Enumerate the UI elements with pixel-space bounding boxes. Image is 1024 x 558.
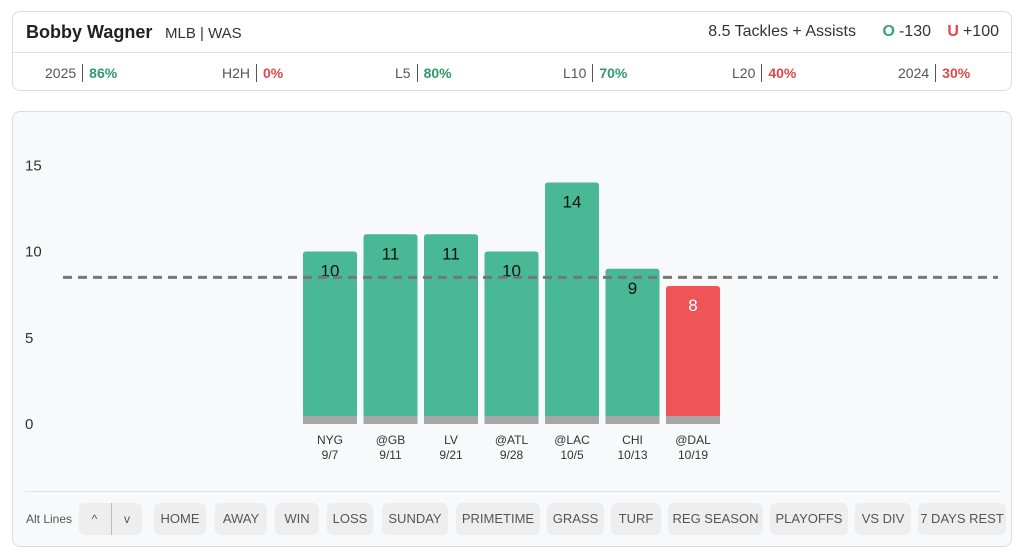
hit-rate-label: 2024 [898, 65, 930, 81]
alt-lines-stepper: ^ v [79, 503, 142, 535]
filter-chip-win[interactable]: WIN [275, 503, 319, 535]
x-tick-date: 10/5 [560, 448, 584, 462]
game-bar[interactable] [424, 234, 478, 424]
chevron-up-icon: ^ [91, 512, 98, 526]
filter-divider [25, 491, 1000, 492]
player-position-team: MLB | WAS [165, 25, 242, 42]
game-bar[interactable] [303, 251, 357, 425]
bar-value-label: 14 [563, 193, 582, 212]
bar-base [303, 416, 357, 424]
under-odds: +100 [962, 23, 999, 40]
bar-value-label: 8 [688, 296, 697, 315]
hit-rate-value: 70% [599, 65, 628, 81]
alt-line-up-button[interactable]: ^ [79, 503, 110, 535]
hit-rate-2024[interactable]: 2024 30% [898, 64, 970, 82]
prop-line: 8.5 Tackles + Assists [708, 23, 856, 40]
filter-chip-loss[interactable]: LOSS [327, 503, 373, 535]
filter-chip-vs-div[interactable]: VS DIV [855, 503, 911, 535]
hit-rate-row: 2025 86% H2H 0% L5 80% L10 70% L20 40% 2024 30… [13, 53, 1011, 92]
x-tick-opponent: @DAL [675, 433, 711, 447]
bar-value-label: 9 [628, 279, 637, 298]
hit-rate-l20[interactable]: L20 40% [732, 64, 796, 82]
bar-base [545, 416, 599, 424]
y-tick-label: 10 [25, 244, 42, 261]
over-odds: -130 [898, 23, 931, 40]
player-name: Bobby Wagner [26, 22, 153, 42]
hit-rate-h2h[interactable]: H2H 0% [222, 64, 283, 82]
filter-chip-7-days-rest[interactable]: 7 DAYS REST [918, 503, 1006, 535]
alt-line-down-button[interactable]: v [111, 503, 142, 535]
hit-rate-label: H2H [222, 65, 251, 81]
x-tick-opponent: LV [444, 433, 458, 447]
x-tick-opponent: CHI [622, 433, 643, 447]
bar-value-label: 10 [502, 262, 521, 281]
hit-rate-l10[interactable]: L10 70% [563, 64, 627, 82]
filter-chip-sunday[interactable]: SUNDAY [382, 503, 448, 535]
hit-rate-label: 2025 [45, 65, 77, 81]
hit-rate-value: 0% [263, 65, 284, 81]
under-odds-button[interactable]: U +100 [947, 23, 999, 41]
filter-chip-turf[interactable]: TURF [611, 503, 661, 535]
bar-base [605, 416, 660, 424]
filter-chip-away[interactable]: AWAY [215, 503, 267, 535]
game-bar[interactable] [363, 234, 418, 424]
bar-value-label: 11 [382, 244, 400, 263]
header-top-row: Bobby Wagner MLB | WAS 8.5 Tackles + Ass… [13, 12, 1011, 53]
filter-chip-playoffs[interactable]: PLAYOFFS [770, 503, 848, 535]
bar-base [666, 416, 720, 424]
hit-rate-value: 40% [768, 65, 797, 81]
hit-rate-2025[interactable]: 2025 86% [45, 64, 117, 82]
filter-chip-reg-season[interactable]: REG SEASON [668, 503, 763, 535]
x-tick-opponent: NYG [317, 433, 343, 447]
hit-rate-value: 80% [423, 65, 452, 81]
alt-lines-label: Alt Lines [26, 512, 73, 526]
hit-rate-label: L10 [563, 65, 587, 81]
over-letter: O [882, 23, 895, 40]
y-tick-label: 0 [25, 416, 33, 433]
x-tick-opponent: @LAC [554, 433, 590, 447]
game-bar[interactable] [545, 182, 599, 425]
y-tick-label: 15 [25, 157, 42, 174]
under-letter: U [947, 23, 959, 40]
over-odds-button[interactable]: O -130 [883, 23, 931, 41]
hit-rate-label: L5 [395, 65, 411, 81]
game-log-chart-card: 0 5 10 15 10 NYG 9/7 11 @GB 9/11 11 LV 9/21 10 @ATL 9/2… [12, 111, 1012, 547]
player-prop-header: Bobby Wagner MLB | WAS 8.5 Tackles + Ass… [12, 11, 1012, 91]
x-tick-date: 9/7 [322, 448, 339, 462]
chevron-down-icon: v [124, 512, 130, 526]
x-tick-opponent: @ATL [495, 433, 529, 447]
hit-rate-value: 30% [942, 65, 971, 81]
bar-base [363, 416, 418, 424]
filter-chip-primetime[interactable]: PRIMETIME [456, 503, 540, 535]
hit-rate-l5[interactable]: L5 80% [395, 64, 452, 82]
x-tick-date: 9/21 [439, 448, 463, 462]
bar-value-label: 11 [442, 244, 460, 263]
y-tick-label: 5 [25, 330, 33, 347]
x-tick-date: 10/13 [617, 448, 647, 462]
x-tick-date: 9/28 [500, 448, 524, 462]
game-bar[interactable] [484, 251, 539, 425]
bar-base [484, 416, 539, 424]
bar-value-label: 10 [321, 262, 340, 281]
x-tick-date: 10/19 [678, 448, 708, 462]
hit-rate-value: 86% [89, 65, 118, 81]
x-tick-date: 9/11 [379, 448, 402, 462]
hit-rate-label: L20 [732, 65, 756, 81]
x-tick-opponent: @GB [376, 433, 406, 447]
game-bar[interactable] [666, 286, 720, 424]
game-bar[interactable] [605, 268, 660, 424]
filter-chip-home[interactable]: HOME [154, 503, 206, 535]
bar-base [424, 416, 478, 424]
filter-chip-grass[interactable]: GRASS [547, 503, 604, 535]
